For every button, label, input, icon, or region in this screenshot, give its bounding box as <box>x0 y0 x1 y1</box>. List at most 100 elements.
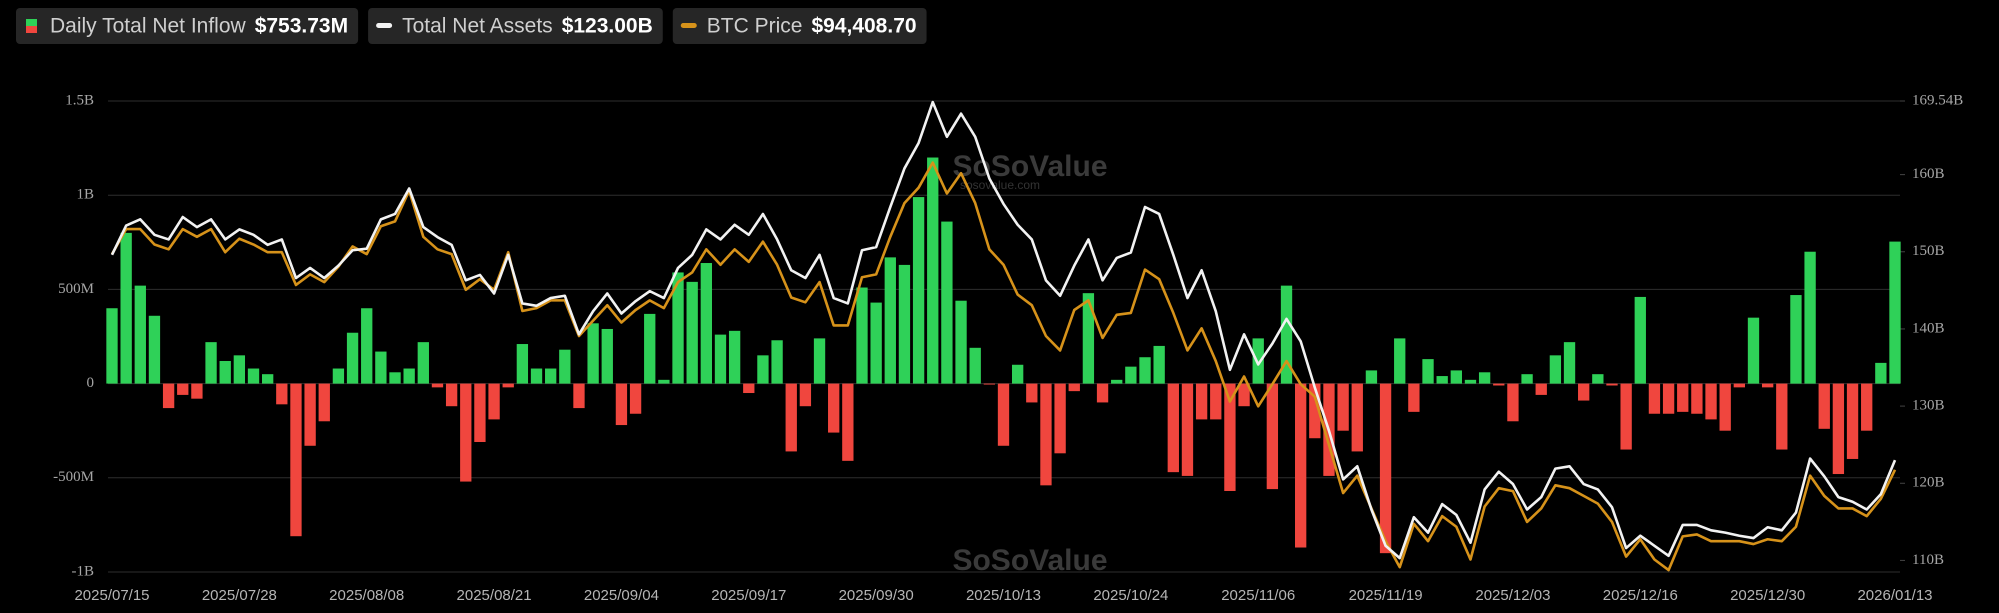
bar <box>1351 383 1363 452</box>
bar <box>1337 383 1349 431</box>
x-tick-label: 2025/09/04 <box>584 587 659 604</box>
bar <box>1408 383 1420 412</box>
bar <box>1195 383 1208 420</box>
bar <box>120 232 132 384</box>
legend-value: $123.00B <box>562 15 653 38</box>
bar <box>1648 383 1661 414</box>
line <box>110 100 1897 560</box>
bar <box>488 383 500 420</box>
bar <box>1450 370 1462 384</box>
bar <box>318 383 330 422</box>
legend-value: $94,408.70 <box>811 15 916 38</box>
bar <box>460 383 472 482</box>
bar <box>1804 251 1816 384</box>
bar <box>1478 372 1491 384</box>
bar <box>672 272 684 384</box>
bar <box>799 383 812 407</box>
x-tick-label: 2025/10/13 <box>966 587 1041 604</box>
bar <box>417 342 429 384</box>
bar <box>1436 376 1448 384</box>
y2-tick-label: 150B <box>1912 243 1945 259</box>
bar <box>1422 359 1434 384</box>
x-tick-label: 2025/08/08 <box>329 587 404 604</box>
bar <box>1153 345 1165 384</box>
y2-tick-label: 110B <box>1912 552 1944 568</box>
legend-item: Daily Total Net Inflow $753.73M <box>16 8 359 44</box>
bar <box>1266 383 1279 490</box>
legend-pill <box>16 8 359 44</box>
bar <box>332 368 345 384</box>
bar <box>1365 370 1378 384</box>
bar <box>615 383 628 426</box>
legend-label: Daily Total Net Inflow <box>50 15 247 38</box>
legend-swatch <box>376 23 393 28</box>
bar <box>1210 383 1222 420</box>
bar <box>545 368 557 384</box>
y-tick-label: 0 <box>87 375 95 391</box>
bar <box>1096 383 1109 403</box>
bar <box>1861 383 1873 431</box>
bar <box>898 264 911 384</box>
bar <box>1507 383 1519 422</box>
bar <box>389 372 401 384</box>
bar <box>516 344 529 384</box>
bar <box>1832 383 1845 475</box>
bar <box>941 221 953 384</box>
legend: Daily Total Net Inflow $753.73M Total Net … <box>16 8 927 44</box>
bar <box>1167 383 1179 473</box>
bar <box>1464 379 1477 384</box>
bar <box>983 383 996 385</box>
bar <box>601 328 613 384</box>
bar <box>1309 383 1321 439</box>
x-tick-label: 2025/11/19 <box>1349 587 1423 604</box>
bar <box>927 157 939 384</box>
bar <box>205 342 217 384</box>
legend-value: $753.73M <box>255 15 348 38</box>
bar <box>700 263 712 384</box>
y2-tick-label: 160B <box>1912 166 1945 182</box>
bar <box>842 383 854 461</box>
x-tick-label: 2026/01/13 <box>1857 587 1932 604</box>
bar <box>1011 364 1024 384</box>
bar <box>106 308 118 384</box>
y2-tick-label: 169.54B <box>1912 92 1963 108</box>
legend-pill <box>672 8 927 44</box>
bar <box>162 383 175 409</box>
bar <box>1776 383 1788 450</box>
bar <box>1875 362 1887 384</box>
x-tick-label: 2025/12/30 <box>1730 587 1805 604</box>
bar <box>530 368 543 384</box>
bar <box>1790 295 1802 384</box>
bar <box>1634 296 1646 384</box>
plot-area: -1B -500M 0 500M 1B 1.5B 110B 120B 130B 140B 150B 1… <box>53 92 1963 604</box>
bar <box>290 383 302 537</box>
bar <box>1125 366 1137 384</box>
bar <box>304 383 316 446</box>
watermark-url: sosovalue.com <box>960 178 1040 192</box>
x-tick-label: 2025/09/30 <box>839 587 914 604</box>
bar <box>1295 383 1307 548</box>
bar <box>997 383 1010 446</box>
watermark: SoSoValue <box>952 150 1107 183</box>
bar <box>658 379 670 384</box>
bar <box>1082 293 1095 384</box>
y-tick-label: -500M <box>53 469 94 485</box>
bar <box>1592 374 1604 384</box>
x-tick-label: 2025/08/21 <box>457 587 532 604</box>
bar <box>743 383 755 394</box>
bar <box>785 383 797 452</box>
bar <box>177 383 189 395</box>
x-tick-label: 2025/12/16 <box>1603 587 1678 604</box>
legend-label: BTC Price <box>707 15 803 38</box>
bar <box>1379 383 1392 554</box>
x-tick-label: 2025/11/06 <box>1221 587 1295 604</box>
bar <box>856 287 868 384</box>
bar <box>714 334 727 384</box>
bar <box>1889 241 1901 384</box>
bar <box>686 281 698 384</box>
bar <box>1111 379 1123 384</box>
bar <box>148 315 161 384</box>
bar <box>1521 374 1533 384</box>
